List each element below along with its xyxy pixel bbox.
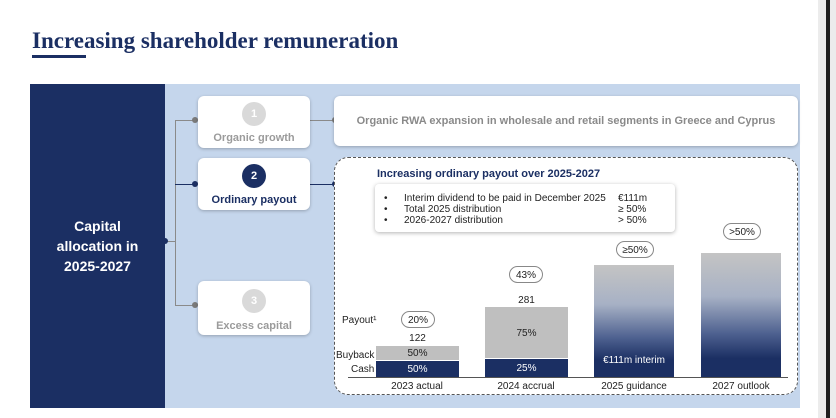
page-title: Increasing shareholder remuneration	[32, 28, 399, 53]
bar-label-cash-2025: €111m interim	[603, 355, 665, 366]
number-circle-1: 1	[242, 102, 266, 126]
bullet-icon: •	[384, 204, 388, 215]
connector-rwa	[310, 120, 336, 121]
row-label-payout: Payout¹	[342, 315, 377, 326]
item-excess-capital: 3 Excess capital	[198, 281, 310, 335]
bar-label-cash-2024: 25%	[516, 363, 537, 374]
info-value: > 50%	[618, 215, 647, 226]
bar-buyback-2023	[376, 346, 459, 360]
organic-growth-text: Organic RWA expansion in wholesale and r…	[356, 115, 776, 127]
bullet-icon: •	[384, 215, 388, 226]
payout-pill-2027: >50%	[723, 223, 761, 240]
connector-vertical	[175, 120, 176, 306]
scrollbar-thumb[interactable]	[826, 0, 830, 418]
organic-growth-description: Organic RWA expansion in wholesale and r…	[334, 96, 798, 146]
bar-label-buyback-2024: 75%	[516, 328, 537, 339]
bar-total-2024: 281	[518, 295, 535, 306]
item-label-ordinary-payout: Ordinary payout	[211, 194, 297, 206]
item-ordinary-payout: 2 Ordinary payout	[198, 158, 310, 210]
row-label-cash: Cash	[351, 364, 375, 375]
connector-dot-3	[192, 302, 198, 308]
connector-dot-main	[162, 238, 168, 244]
capital-allocation-label: Capital allocation in 2025-2027	[56, 218, 139, 274]
info-row: • Interim dividend to be paid in Decembe…	[375, 193, 675, 204]
info-text: 2026-2027 distribution	[404, 215, 503, 226]
item-label-organic-growth: Organic growth	[213, 132, 295, 144]
payout-pill-2025: ≥50%	[616, 241, 654, 258]
number-circle-2: 2	[242, 164, 266, 188]
bar-cash-2023	[376, 361, 459, 377]
payout-title: Increasing ordinary payout over 2025-202…	[377, 168, 601, 180]
connector-main	[165, 241, 175, 242]
item-label-excess-capital: Excess capital	[216, 320, 292, 332]
connector-item-2	[175, 184, 195, 185]
connector-payout	[310, 184, 336, 185]
connector-item-3	[175, 305, 195, 306]
bar-label-buyback-2023: 50%	[407, 348, 428, 359]
x-label-2023: 2023 actual	[391, 381, 443, 392]
payout-pill-2024: 43%	[509, 266, 543, 283]
connector-dot-2	[192, 181, 198, 187]
info-row: • Total 2025 distribution ≥ 50%	[375, 204, 675, 215]
payout-pill-2023: 20%	[401, 311, 435, 328]
connector-dot-1	[192, 117, 198, 123]
number-circle-3: 3	[242, 289, 266, 313]
capital-allocation-block: Capital allocation in 2025-2027	[30, 84, 165, 408]
bar-2025-guidance	[594, 265, 674, 377]
bar-label-cash-2023: 50%	[407, 364, 428, 375]
info-value: ≥ 50%	[618, 204, 647, 215]
bar-buyback-2024	[485, 307, 568, 358]
bar-total-2023: 122	[409, 333, 426, 344]
x-label-2025: 2025 guidance	[601, 381, 667, 392]
x-axis	[348, 377, 788, 378]
x-label-2024: 2024 accrual	[497, 381, 555, 392]
info-text: Total 2025 distribution	[404, 204, 502, 215]
title-underline	[32, 55, 86, 58]
x-label-2027: 2027 outlook	[712, 381, 770, 392]
item-organic-growth: 1 Organic growth	[198, 96, 310, 148]
bar-2027-outlook	[701, 253, 781, 377]
bar-cash-2024	[485, 359, 568, 377]
info-row: • 2026-2027 distribution > 50%	[375, 215, 675, 226]
connector-item-1	[175, 120, 195, 121]
info-text: Interim dividend to be paid in December …	[404, 193, 606, 204]
payout-info-box: • Interim dividend to be paid in Decembe…	[375, 184, 675, 232]
info-value: €111m	[618, 193, 648, 204]
bullet-icon: •	[384, 193, 388, 204]
row-label-buyback: Buyback	[336, 350, 375, 361]
